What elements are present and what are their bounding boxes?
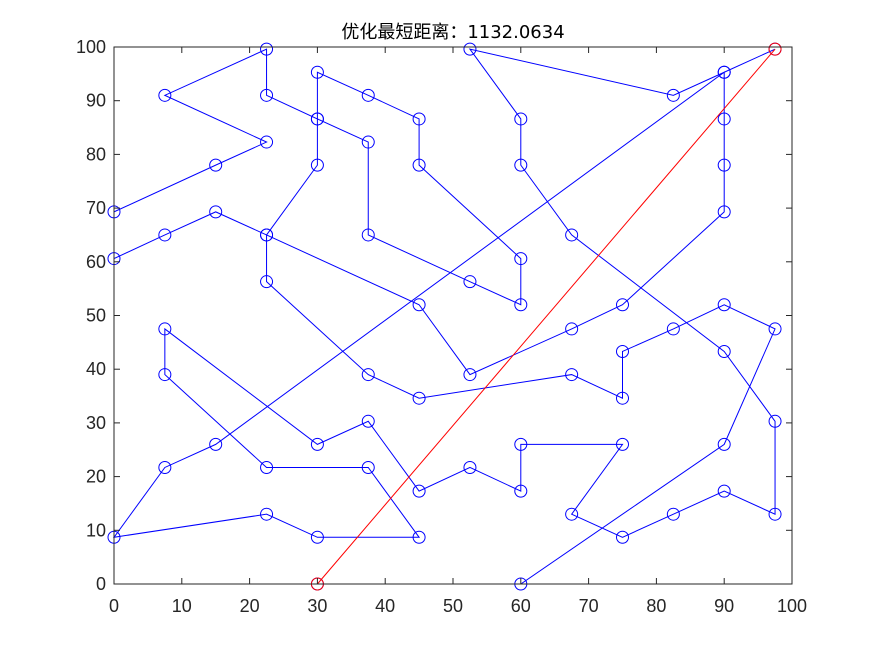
route-point	[361, 135, 375, 149]
route-point	[717, 344, 731, 358]
x-tick-label: 60	[511, 596, 531, 616]
route-point	[514, 484, 528, 498]
route-point	[260, 275, 274, 289]
route-point	[412, 158, 426, 172]
route-point	[616, 298, 629, 312]
route-point	[260, 135, 274, 149]
route-point	[361, 368, 375, 382]
route-point	[260, 507, 274, 521]
route-point	[717, 484, 731, 498]
route-point	[514, 298, 528, 312]
y-tick-label: 30	[86, 413, 106, 433]
route-point	[412, 530, 426, 544]
y-tick-label: 80	[86, 144, 106, 164]
route-point	[361, 228, 375, 242]
y-tick-label: 20	[86, 467, 106, 487]
route-point	[158, 368, 172, 382]
route-point	[158, 228, 172, 242]
route-point	[717, 65, 731, 79]
route-point	[310, 530, 324, 544]
route-point	[209, 437, 223, 451]
route-point	[717, 298, 731, 312]
y-tick-label: 100	[76, 37, 106, 57]
x-tick-label: 40	[375, 596, 395, 616]
route-point	[768, 507, 782, 521]
y-tick-label: 0	[96, 574, 106, 594]
x-tick-label: 0	[109, 596, 119, 616]
route-point	[209, 205, 223, 219]
route-point	[310, 158, 324, 172]
route-point	[260, 228, 274, 242]
route-point	[412, 112, 426, 126]
route-point	[717, 112, 731, 126]
route-point	[768, 322, 782, 336]
route-point	[158, 322, 172, 336]
route-point	[565, 507, 579, 521]
x-tick-label: 70	[579, 596, 599, 616]
route-point	[666, 88, 680, 102]
route-point	[616, 530, 629, 544]
route-point	[158, 460, 172, 474]
x-tick-label: 100	[777, 596, 807, 616]
route-point	[361, 460, 375, 474]
axes: 0 10 20 30 40 50 60 70 80 90 100 0 10 20 30 40 50 60 70 80 9…	[76, 37, 807, 616]
chart-title: 优化最短距离：1132.0634	[341, 22, 564, 43]
route-point	[361, 414, 375, 428]
route-point	[616, 437, 629, 451]
y-tick-label: 40	[86, 359, 106, 379]
route-point	[616, 391, 629, 405]
route-point	[463, 42, 477, 56]
route-point	[310, 65, 324, 79]
route-point	[463, 460, 477, 474]
plot-area	[107, 42, 782, 591]
route-point	[565, 228, 579, 242]
route-point	[463, 275, 477, 289]
route-point	[463, 368, 477, 382]
y-tick-label: 60	[86, 252, 106, 272]
route-point	[514, 252, 528, 266]
x-tick-label: 10	[172, 596, 192, 616]
route-point	[158, 88, 172, 102]
route-point	[412, 484, 426, 498]
route-point	[565, 322, 579, 336]
closing-edge-line	[317, 48, 776, 585]
route-point	[310, 112, 324, 126]
route-point	[565, 368, 579, 382]
route-point	[514, 158, 528, 172]
route-point	[717, 158, 731, 172]
route-point	[514, 112, 528, 126]
route-point	[514, 437, 528, 451]
x-tick-label: 30	[307, 596, 327, 616]
y-tick-label: 90	[86, 91, 106, 111]
y-tick-label: 50	[86, 306, 106, 326]
route-point	[666, 507, 680, 521]
route-point	[361, 88, 375, 102]
route-point	[666, 322, 680, 336]
route-point	[260, 42, 274, 56]
route-point	[717, 205, 731, 219]
route-point	[260, 460, 274, 474]
x-tick-label: 50	[443, 596, 463, 616]
x-tick-label: 20	[240, 596, 260, 616]
y-tick-label: 70	[86, 198, 106, 218]
route-point	[412, 298, 426, 312]
route-point	[717, 437, 731, 451]
endpoint-marker	[768, 42, 782, 56]
route-point	[260, 88, 274, 102]
x-tick-label: 80	[646, 596, 666, 616]
route-point	[768, 414, 782, 428]
route-point	[412, 391, 426, 405]
route-line	[112, 48, 776, 585]
route-point	[209, 158, 223, 172]
x-tick-label: 90	[714, 596, 734, 616]
route-point	[616, 344, 629, 358]
y-tick-label: 10	[86, 520, 106, 540]
route-point	[310, 437, 324, 451]
